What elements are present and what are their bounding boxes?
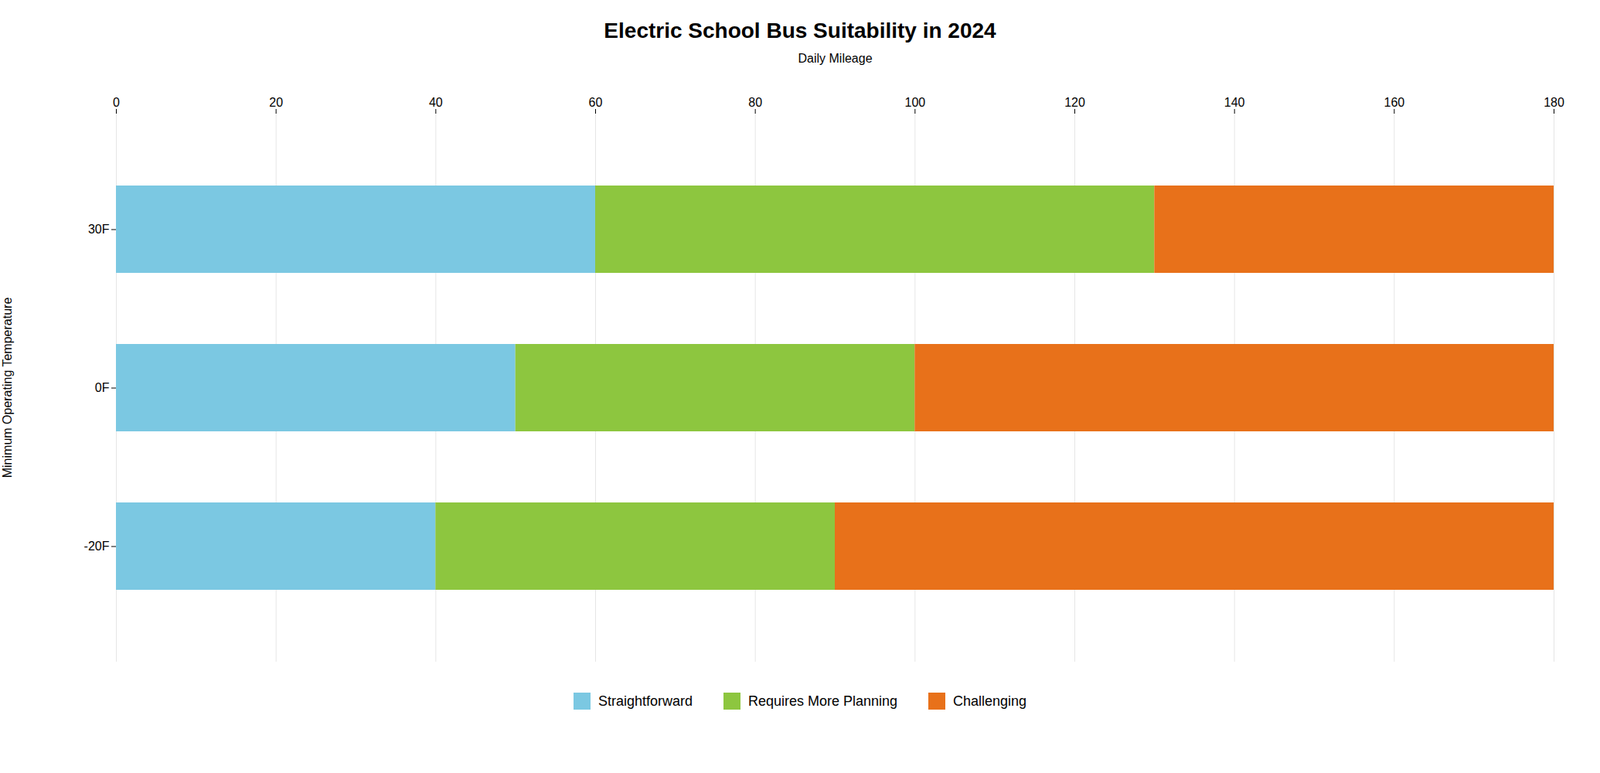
svg-text:40: 40 — [428, 95, 443, 109]
svg-text:0F: 0F — [95, 381, 110, 395]
html-text:Requires More Planning: Requires More Planning — [748, 692, 898, 709]
svg-text:-20F: -20F — [84, 539, 110, 553]
svg-text:160: 160 — [1383, 95, 1405, 109]
svg-text:80: 80 — [748, 95, 763, 109]
svg-text:Daily Mileage: Daily Mileage — [797, 51, 872, 65]
svg-text:60: 60 — [588, 95, 603, 109]
svg-text:20: 20 — [268, 95, 283, 109]
html-text:Electric School Bus Suitabilit: Electric School Bus Suitability in 2024 — [603, 18, 997, 43]
svg-text:140: 140 — [1224, 95, 1246, 109]
svg-text:Minimum Operating Temperature: Minimum Operating Temperature — [0, 297, 14, 479]
html-text:Straightforward: Straightforward — [598, 692, 693, 709]
svg-text:0: 0 — [112, 95, 120, 109]
svg-text:120: 120 — [1064, 95, 1086, 109]
svg-text:180: 180 — [1543, 95, 1565, 109]
html-text:Challenging: Challenging — [953, 692, 1027, 709]
svg-text:30F: 30F — [88, 222, 110, 236]
svg-text:100: 100 — [904, 95, 926, 109]
